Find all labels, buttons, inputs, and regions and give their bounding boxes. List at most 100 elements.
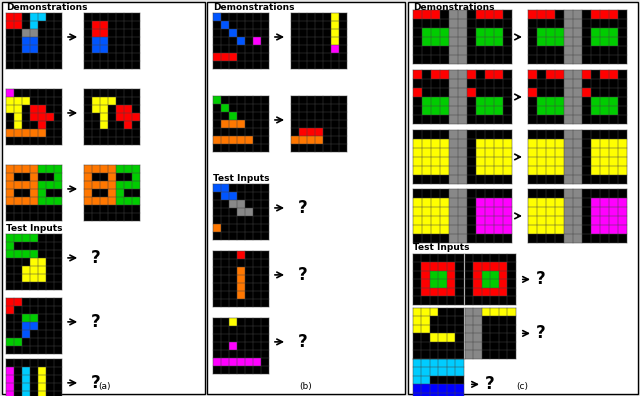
Bar xyxy=(431,198,440,207)
Bar xyxy=(207,2,405,394)
Bar xyxy=(422,367,430,376)
Bar xyxy=(38,391,46,396)
Bar xyxy=(92,181,100,189)
Bar xyxy=(132,197,140,205)
Bar xyxy=(546,106,555,115)
Bar xyxy=(449,175,458,184)
Bar xyxy=(30,234,38,242)
Bar xyxy=(30,274,38,282)
Bar xyxy=(499,271,508,280)
Bar xyxy=(132,165,140,173)
Bar xyxy=(431,37,440,46)
Bar xyxy=(30,314,38,322)
Bar xyxy=(564,28,573,37)
Bar xyxy=(100,121,108,129)
Bar xyxy=(6,165,14,173)
Bar xyxy=(38,13,46,21)
Bar xyxy=(331,13,339,21)
Bar xyxy=(237,291,245,299)
Bar xyxy=(38,383,46,391)
Bar xyxy=(38,105,46,113)
Bar xyxy=(229,29,237,37)
Bar xyxy=(555,225,564,234)
Bar xyxy=(6,338,14,346)
Bar xyxy=(38,274,46,282)
Bar xyxy=(422,280,430,288)
Bar xyxy=(528,130,627,184)
Bar xyxy=(124,197,132,205)
Bar xyxy=(221,21,229,29)
Bar xyxy=(30,266,38,274)
Bar xyxy=(449,157,458,166)
Bar xyxy=(528,189,627,243)
Bar xyxy=(609,225,618,234)
Bar xyxy=(458,175,467,184)
Bar xyxy=(422,359,430,367)
Bar xyxy=(474,325,482,333)
Bar xyxy=(422,271,430,280)
Bar xyxy=(440,198,449,207)
Bar xyxy=(229,136,237,144)
Bar xyxy=(449,225,458,234)
Bar xyxy=(92,197,100,205)
Bar xyxy=(100,97,108,105)
Bar xyxy=(14,121,22,129)
Bar xyxy=(476,97,485,106)
Bar xyxy=(476,37,485,46)
Bar xyxy=(474,280,482,288)
Bar xyxy=(413,225,422,234)
Bar xyxy=(564,97,573,106)
Bar xyxy=(430,271,438,280)
Bar xyxy=(573,207,582,216)
Bar xyxy=(22,391,30,396)
Bar xyxy=(213,184,221,192)
Text: Demonstrations: Demonstrations xyxy=(213,3,294,12)
Bar xyxy=(413,139,422,148)
Bar xyxy=(537,216,546,225)
Bar xyxy=(413,359,464,396)
Bar xyxy=(555,106,564,115)
Bar xyxy=(609,216,618,225)
Bar xyxy=(618,225,627,234)
Bar xyxy=(564,19,573,28)
Bar xyxy=(458,216,467,225)
Bar xyxy=(237,267,245,275)
Bar xyxy=(449,130,458,139)
Bar xyxy=(438,288,447,296)
Bar xyxy=(474,342,482,350)
Text: ?: ? xyxy=(92,313,101,331)
Bar xyxy=(573,37,582,46)
Bar xyxy=(537,225,546,234)
Bar xyxy=(14,234,22,242)
Bar xyxy=(591,97,600,106)
Bar xyxy=(573,148,582,157)
Bar xyxy=(465,333,474,342)
Bar xyxy=(237,136,245,144)
Bar xyxy=(299,136,307,144)
Bar xyxy=(413,166,422,175)
Bar xyxy=(609,70,618,79)
Bar xyxy=(564,189,573,198)
Bar xyxy=(564,10,573,19)
Bar xyxy=(618,198,627,207)
Bar xyxy=(476,148,485,157)
Bar xyxy=(494,106,503,115)
Bar xyxy=(100,21,108,29)
Bar xyxy=(449,216,458,225)
Bar xyxy=(237,275,245,283)
Bar xyxy=(6,391,14,396)
Bar xyxy=(221,104,229,112)
Bar xyxy=(494,216,503,225)
Bar xyxy=(422,198,431,207)
Bar xyxy=(528,157,537,166)
Bar xyxy=(30,250,38,258)
Bar xyxy=(38,181,46,189)
Bar xyxy=(14,181,22,189)
Bar xyxy=(30,173,38,181)
Bar xyxy=(413,148,422,157)
Bar xyxy=(591,148,600,157)
Bar xyxy=(413,376,422,385)
Bar xyxy=(447,393,456,396)
Bar xyxy=(609,97,618,106)
Bar xyxy=(555,157,564,166)
